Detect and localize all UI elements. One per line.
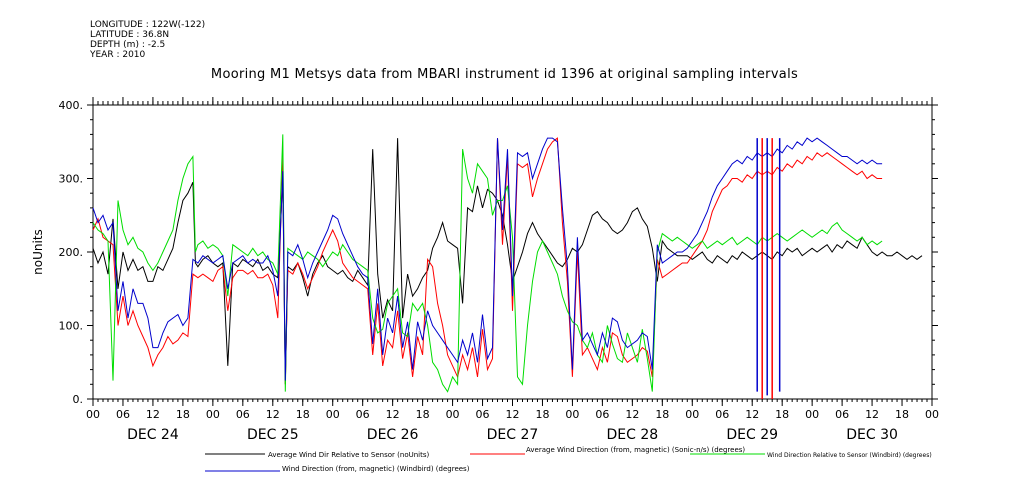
series-layer (92, 134, 923, 399)
y-tick-label: 200. (59, 246, 84, 259)
day-label: DEC 24 (127, 427, 179, 443)
x-tick-label: 00 (446, 408, 460, 421)
legend-label: Wind Direction Relative to Sensor (Windb… (767, 452, 932, 459)
axis-ticks: 0. 100. 200. 300. 400. 00 06 12 18 00 06 12 18 00 06 12… (59, 97, 939, 443)
x-tick-label: 18 (296, 408, 310, 421)
year-label: YEAR : 2010 (90, 50, 146, 60)
x-tick-label: 18 (775, 408, 789, 421)
longitude-label: LONGITUDE : 122W(-122) (90, 20, 206, 30)
legend: Average Wind Dir Relative to Sensor (noU… (205, 446, 932, 473)
x-tick-label: 06 (236, 408, 250, 421)
day-label: DEC 30 (846, 427, 898, 443)
x-tick-label: 12 (266, 408, 280, 421)
plot-frame (92, 104, 933, 400)
metadata-block: LONGITUDE : 122W(-122) LATITUDE : 36.8N … (90, 20, 205, 60)
x-tick-label: 00 (685, 408, 699, 421)
series-line (92, 138, 923, 385)
y-axis-label: noUnits (31, 229, 45, 275)
x-tick-label: 00 (86, 408, 100, 421)
x-tick-label: 00 (206, 408, 220, 421)
legend-label: Average Wind Dir Relative to Sensor (noU… (268, 451, 429, 459)
latitude-label: LATITUDE : 36.8N (90, 30, 170, 40)
x-tick-label: 00 (805, 408, 819, 421)
x-tick-label: 06 (835, 408, 849, 421)
x-tick-label: 06 (715, 408, 729, 421)
x-tick-label: 06 (356, 408, 370, 421)
legend-label: Average Wind Direction (from, magnetic) … (526, 446, 745, 454)
depth-label: DEPTH (m) : -2.5 (90, 40, 166, 50)
day-label: DEC 28 (607, 427, 659, 443)
x-tick-label: 12 (865, 408, 879, 421)
x-tick-label: 12 (625, 408, 639, 421)
y-tick-label: 400. (59, 99, 84, 112)
y-tick-label: 0. (73, 393, 84, 406)
x-tick-label: 06 (116, 408, 130, 421)
day-label: DEC 27 (487, 427, 539, 443)
x-tick-label: 18 (416, 408, 430, 421)
series-line (92, 134, 883, 393)
x-tick-label: 00 (925, 408, 939, 421)
x-tick-label: 00 (326, 408, 340, 421)
x-tick-label: 18 (176, 408, 190, 421)
x-tick-label: 12 (745, 408, 759, 421)
x-tick-label: 18 (895, 408, 909, 421)
x-tick-label: 12 (146, 408, 160, 421)
x-tick-label: 12 (506, 408, 520, 421)
series-line (92, 137, 883, 381)
legend-label: Wind Direction (from, magnetic) (Windbir… (282, 465, 470, 473)
x-tick-label: 06 (476, 408, 490, 421)
x-tick-label: 00 (565, 408, 579, 421)
chart-title: Mooring M1 Metsys data from MBARI instru… (210, 67, 799, 82)
x-tick-label: 06 (595, 408, 609, 421)
x-tick-label: 18 (655, 408, 669, 421)
y-tick-label: 100. (59, 320, 84, 333)
x-tick-label: 12 (386, 408, 400, 421)
day-label: DEC 29 (726, 427, 778, 443)
day-label: DEC 26 (367, 427, 419, 443)
day-label: DEC 25 (247, 427, 299, 443)
series-line (92, 137, 883, 385)
x-tick-label: 18 (535, 408, 549, 421)
y-tick-label: 300. (59, 173, 84, 186)
